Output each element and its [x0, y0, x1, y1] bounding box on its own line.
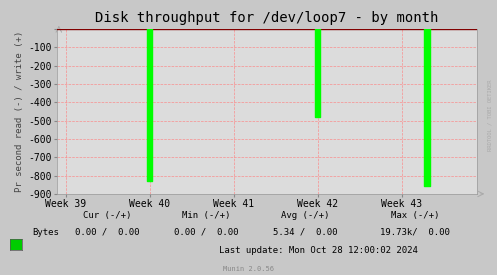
Text: Min (-/+): Min (-/+) [182, 211, 231, 220]
Text: 0.00 /  0.00: 0.00 / 0.00 [75, 228, 139, 237]
Text: 19.73k/  0.00: 19.73k/ 0.00 [380, 228, 450, 237]
Text: Avg (-/+): Avg (-/+) [281, 211, 330, 220]
Text: 5.34 /  0.00: 5.34 / 0.00 [273, 228, 338, 237]
Text: Max (-/+): Max (-/+) [391, 211, 439, 220]
Text: Last update: Mon Oct 28 12:00:02 2024: Last update: Mon Oct 28 12:00:02 2024 [219, 246, 417, 255]
Text: Cur (-/+): Cur (-/+) [83, 211, 131, 220]
Text: RRDTOOL / TOBI OETIKER: RRDTOOL / TOBI OETIKER [487, 80, 492, 151]
Title: Disk throughput for /dev/loop7 - by month: Disk throughput for /dev/loop7 - by mont… [95, 11, 439, 25]
Text: Munin 2.0.56: Munin 2.0.56 [223, 266, 274, 272]
Text: 0.00 /  0.00: 0.00 / 0.00 [174, 228, 239, 237]
Text: Bytes: Bytes [32, 228, 59, 237]
Y-axis label: Pr second read (-) / write (+): Pr second read (-) / write (+) [15, 31, 24, 192]
